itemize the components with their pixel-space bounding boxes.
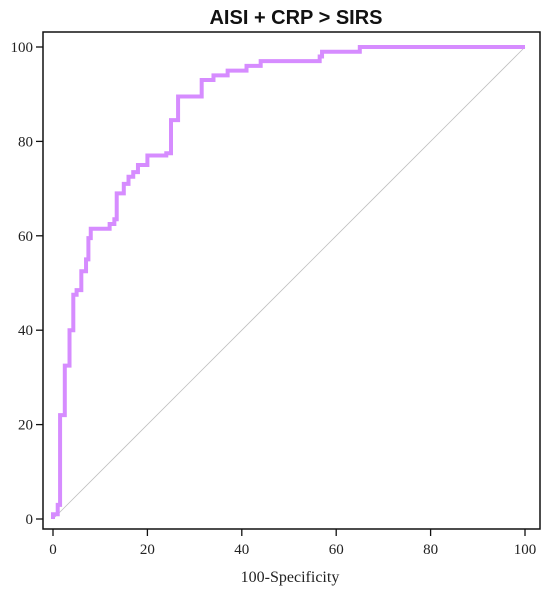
- x-tick-label: 100: [514, 542, 537, 558]
- y-tick-label: 80: [18, 134, 33, 150]
- plot-frame: [42, 31, 541, 530]
- x-tick-label: 20: [140, 542, 155, 558]
- chart-title: AISI + CRP > SIRS: [209, 7, 382, 29]
- x-tick-label: 40: [234, 542, 249, 558]
- axis-tick-labels: 0 20 40 60 80 100 0 20 40 60 80 100: [11, 40, 537, 558]
- x-tick-label: 60: [329, 542, 344, 558]
- y-tick-label: 100: [11, 40, 34, 56]
- x-tick-label: 80: [423, 542, 438, 558]
- x-tick-label: 0: [49, 542, 57, 558]
- y-tick-label: 60: [18, 229, 33, 245]
- y-tick-label: 40: [18, 323, 33, 339]
- y-tick-label: 20: [18, 418, 33, 434]
- x-axis-label: 100-Specificity: [241, 569, 340, 586]
- y-tick-label: 0: [26, 512, 34, 528]
- axis-ticks: [36, 46, 526, 536]
- reference-diagonal-line: [52, 46, 526, 520]
- roc-curve-line: [51, 45, 525, 519]
- series-layer: [51, 45, 526, 520]
- plot-area-border: [42, 31, 541, 530]
